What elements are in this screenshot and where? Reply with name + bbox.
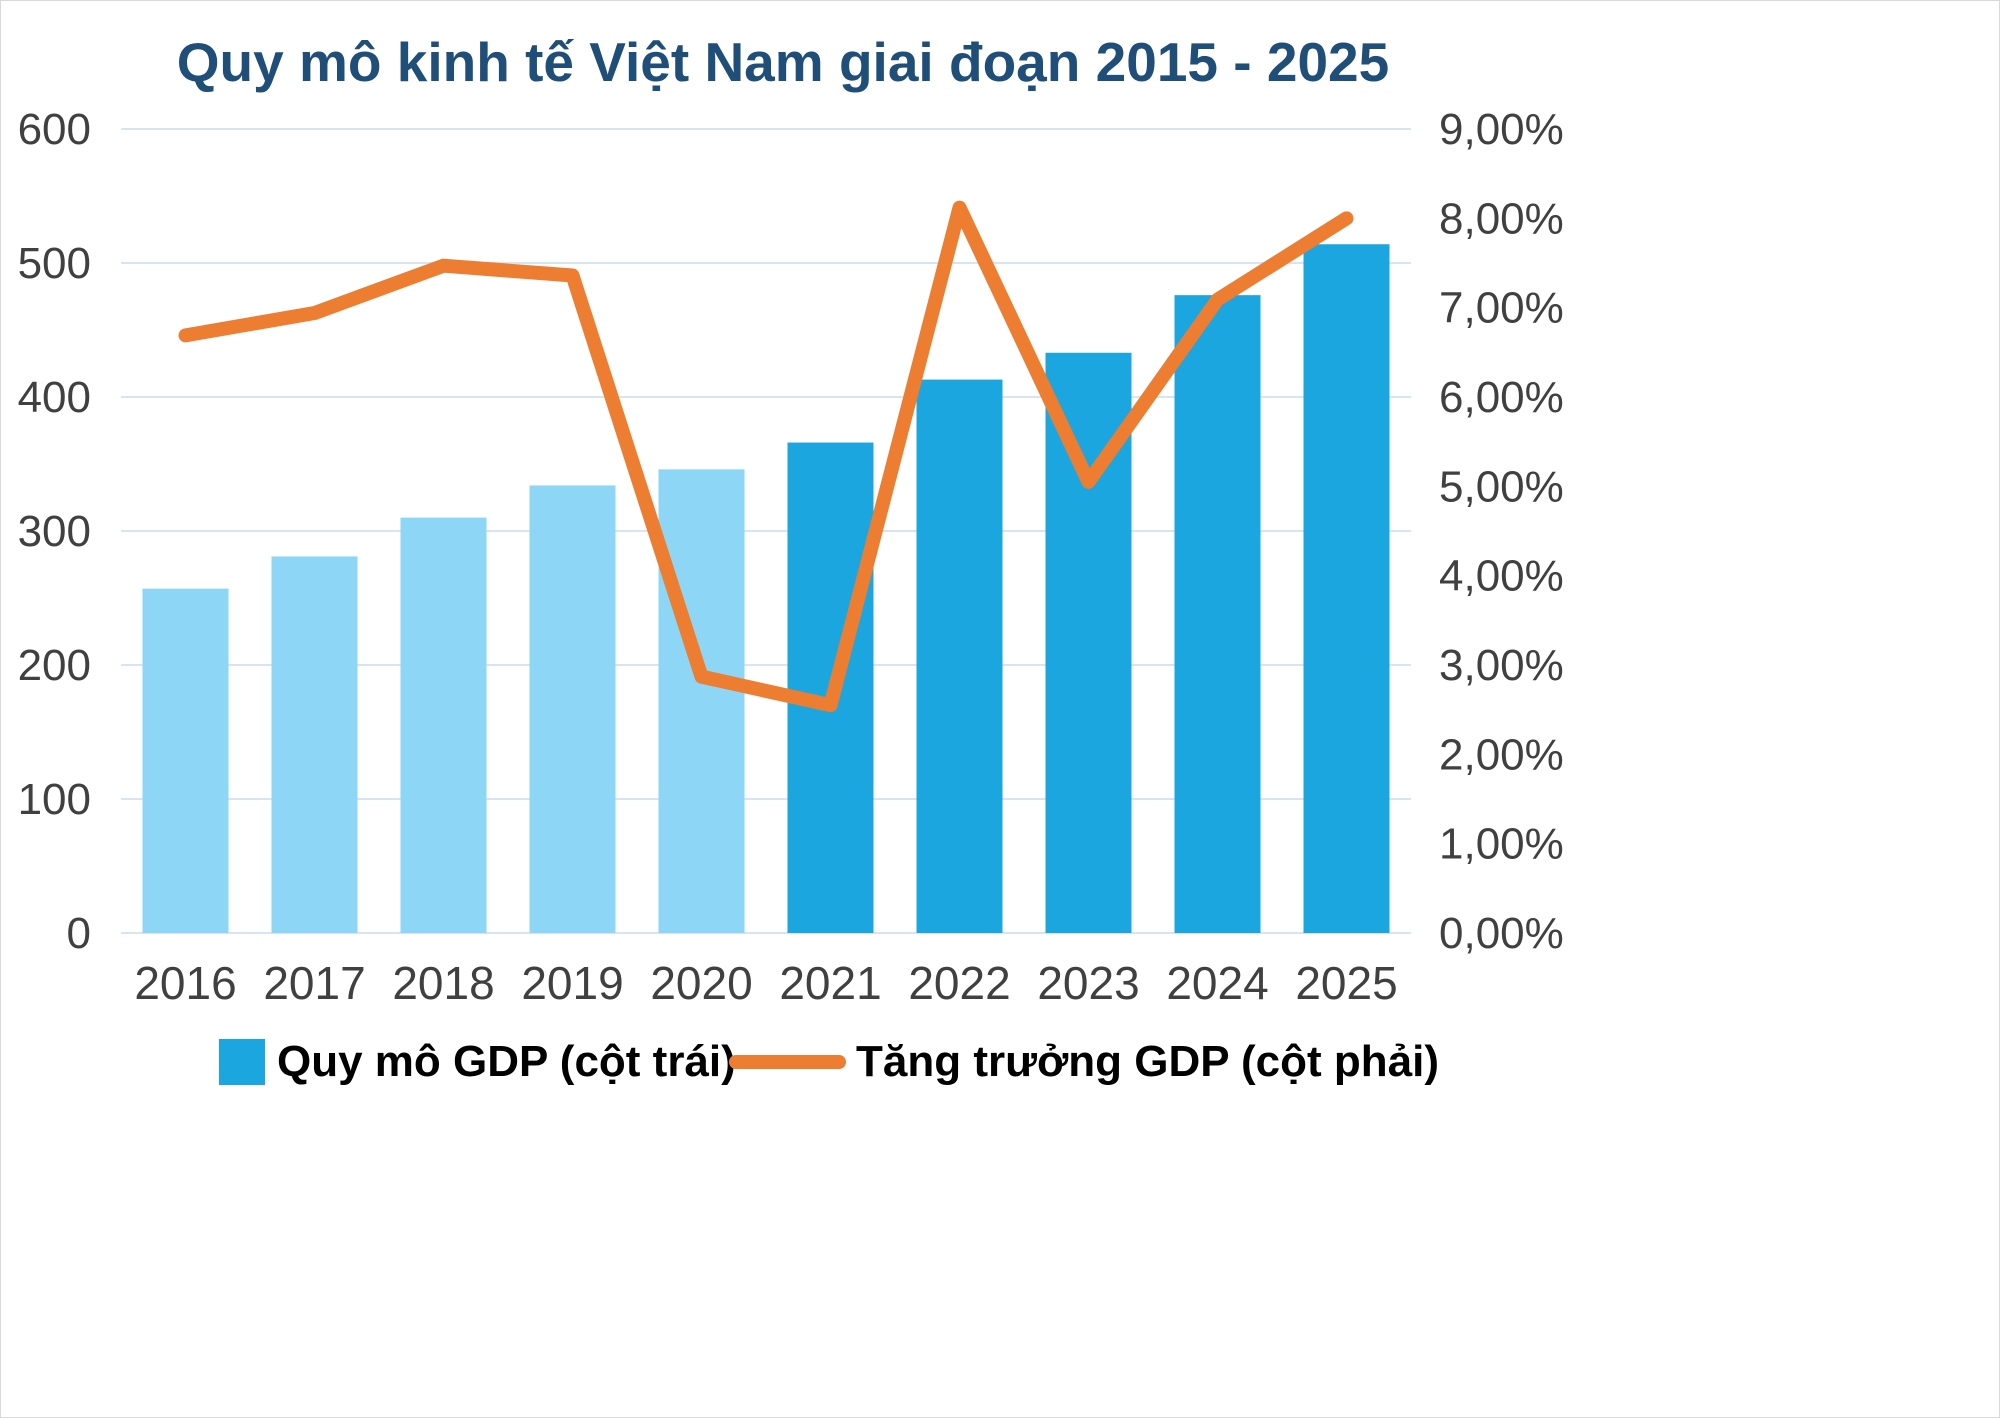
x-axis-label: 2023 — [1037, 957, 1139, 1009]
left-axis-ticks: 0 100 200 300 400 500 600 — [18, 105, 91, 958]
right-axis-tick-label: 2,00% — [1439, 730, 1564, 779]
gdp-bar — [916, 379, 1003, 934]
right-axis-ticks: 0,00% 1,00% 2,00% 3,00% 4,00% 5,00% 6,00% 7,00%… — [1439, 105, 1564, 958]
x-axis-label: 2025 — [1295, 957, 1397, 1009]
right-axis-tick-label: 5,00% — [1439, 462, 1564, 511]
gdp-bar — [1303, 244, 1390, 934]
legend-bar-label: Quy mô GDP (cột trái) — [277, 1037, 736, 1086]
left-axis-tick-label: 400 — [18, 373, 91, 422]
right-axis-tick-label: 0,00% — [1439, 909, 1564, 958]
chart-title: Quy mô kinh tế Việt Nam giai đoạn 2015 -… — [177, 31, 1389, 93]
legend-bar-swatch — [219, 1039, 265, 1085]
gdp-bar — [271, 556, 358, 933]
right-axis-tick-label: 4,00% — [1439, 552, 1564, 601]
left-axis-tick-label: 300 — [18, 507, 91, 556]
right-axis-tick-label: 7,00% — [1439, 284, 1564, 333]
x-axis-label: 2022 — [908, 957, 1010, 1009]
left-axis-tick-label: 500 — [18, 239, 91, 288]
right-axis-tick-label: 3,00% — [1439, 641, 1564, 690]
left-axis-tick-label: 200 — [18, 641, 91, 690]
right-axis-tick-label: 1,00% — [1439, 820, 1564, 869]
x-axis-label: 2020 — [650, 957, 752, 1009]
legend: Quy mô GDP (cột trái) Tăng trưởng GDP (c… — [219, 1037, 1439, 1086]
gdp-bar — [400, 517, 487, 933]
legend-line-label: Tăng trưởng GDP (cột phải) — [856, 1037, 1439, 1086]
left-axis-tick-label: 0 — [67, 909, 91, 958]
x-axis-label: 2018 — [392, 957, 494, 1009]
right-axis-tick-label: 6,00% — [1439, 373, 1564, 422]
x-axis-labels: 2016 2017 2018 2019 2020 2021 2022 2023 2024 2025 — [134, 957, 1397, 1009]
left-axis-tick-label: 600 — [18, 105, 91, 154]
gdp-bar — [142, 588, 229, 933]
left-axis-tick-label: 100 — [18, 775, 91, 824]
x-axis-label: 2017 — [263, 957, 365, 1009]
growth-line — [178, 200, 1354, 713]
growth-line-layer — [178, 200, 1354, 713]
x-axis-label: 2016 — [134, 957, 236, 1009]
right-axis-tick-label: 9,00% — [1439, 105, 1564, 154]
x-axis-label: 2021 — [779, 957, 881, 1009]
gdp-bar — [658, 469, 745, 933]
right-axis-tick-label: 8,00% — [1439, 194, 1564, 243]
gdp-bars-layer — [142, 244, 1390, 934]
x-axis-label: 2019 — [521, 957, 623, 1009]
x-axis-label: 2024 — [1166, 957, 1268, 1009]
gdp-bar — [529, 485, 616, 933]
gdp-bar — [1174, 295, 1261, 933]
